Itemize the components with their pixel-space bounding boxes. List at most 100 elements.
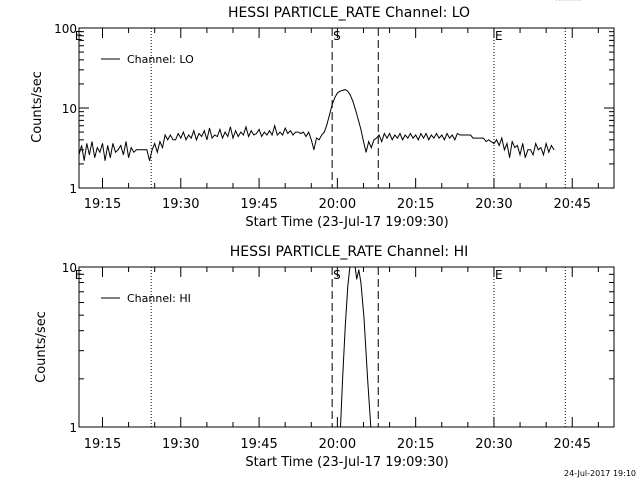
data-point bbox=[407, 137, 409, 139]
data-point bbox=[109, 157, 111, 159]
data-point bbox=[323, 131, 325, 133]
data-point bbox=[475, 137, 477, 139]
data-point bbox=[331, 104, 333, 106]
data-point bbox=[143, 149, 145, 151]
data-point bbox=[326, 124, 328, 125]
event-marker-label: S bbox=[333, 29, 341, 43]
data-point bbox=[193, 130, 195, 132]
data-point bbox=[354, 266, 356, 268]
data-point bbox=[350, 94, 351, 96]
data-point bbox=[164, 134, 166, 136]
data-point bbox=[263, 131, 265, 133]
data-point bbox=[480, 137, 482, 139]
data-point bbox=[104, 160, 106, 162]
data-point bbox=[367, 378, 368, 380]
data-point bbox=[352, 101, 354, 103]
data-point bbox=[530, 149, 531, 151]
x-tick-label: 20:30 bbox=[475, 437, 512, 452]
data-point bbox=[344, 326, 346, 328]
data-point bbox=[337, 92, 338, 94]
data-point bbox=[376, 137, 377, 139]
data-point bbox=[501, 137, 503, 139]
x-tick-label: 20:45 bbox=[554, 197, 591, 212]
data-point bbox=[232, 137, 234, 139]
data-point bbox=[130, 147, 132, 149]
data-point bbox=[527, 149, 529, 151]
data-point bbox=[318, 139, 320, 141]
plot-frame bbox=[78, 27, 615, 189]
data-point bbox=[102, 143, 103, 144]
data-point bbox=[297, 131, 299, 133]
x-tick-label: 19:45 bbox=[240, 437, 277, 452]
x-tick-label: 20:00 bbox=[319, 437, 356, 452]
data-point bbox=[363, 317, 365, 319]
data-point bbox=[279, 131, 281, 133]
data-point bbox=[551, 145, 552, 146]
data-point bbox=[363, 141, 364, 143]
data-point bbox=[224, 131, 226, 133]
data-point bbox=[441, 134, 443, 136]
data-point bbox=[428, 139, 430, 141]
data-point bbox=[321, 134, 323, 136]
data-point bbox=[305, 136, 307, 137]
data-point bbox=[402, 139, 403, 141]
data-point bbox=[316, 137, 317, 139]
data-point bbox=[368, 141, 370, 143]
data-point bbox=[444, 139, 445, 141]
data-point bbox=[355, 109, 356, 111]
event-marker-label: S bbox=[333, 268, 341, 282]
data-point bbox=[276, 134, 278, 136]
x-tick-label: 19:15 bbox=[84, 437, 121, 452]
data-point bbox=[156, 151, 158, 153]
data-point bbox=[543, 154, 544, 156]
data-point bbox=[334, 97, 336, 98]
data-point bbox=[282, 134, 283, 136]
data-point bbox=[295, 131, 296, 133]
data-point bbox=[292, 134, 294, 136]
lo-channel-plot: HESSI PARTICLE_RATE Channel: LO Start Ti… bbox=[30, 0, 615, 230]
data-point bbox=[81, 145, 82, 146]
data-point bbox=[219, 129, 221, 130]
data-point bbox=[185, 139, 187, 141]
data-point bbox=[451, 134, 453, 136]
data-point bbox=[365, 151, 367, 153]
data-point bbox=[352, 266, 353, 268]
data-point bbox=[151, 149, 153, 151]
data-point bbox=[175, 139, 177, 141]
data-point bbox=[253, 134, 255, 136]
data-point bbox=[404, 134, 406, 136]
data-point bbox=[356, 278, 358, 280]
data-point bbox=[423, 137, 424, 139]
data-point bbox=[462, 134, 463, 136]
data-point bbox=[425, 133, 427, 134]
event-marker-label: E bbox=[75, 268, 83, 282]
event-marker-label: E bbox=[495, 268, 503, 282]
data-point bbox=[261, 136, 263, 137]
y-tick-label: 10 bbox=[62, 102, 77, 116]
data-point bbox=[198, 133, 200, 134]
data-point bbox=[472, 137, 474, 139]
data-point bbox=[436, 133, 437, 134]
data-point bbox=[433, 137, 435, 139]
data-point bbox=[545, 143, 547, 144]
y-tick-label: 10 bbox=[62, 261, 77, 275]
data-point bbox=[386, 137, 388, 139]
data-point bbox=[216, 136, 218, 137]
data-point bbox=[125, 141, 127, 143]
data-point bbox=[149, 160, 150, 162]
data-point bbox=[446, 133, 448, 134]
data-point bbox=[410, 133, 411, 134]
data-point bbox=[258, 129, 260, 130]
x-tick-label: 20:45 bbox=[554, 437, 591, 452]
series-line-0 bbox=[79, 89, 555, 161]
data-point bbox=[467, 134, 469, 136]
data-point bbox=[91, 141, 93, 143]
data-point bbox=[214, 134, 216, 136]
y-tick-label: 1 bbox=[69, 182, 77, 196]
data-point bbox=[430, 134, 432, 136]
data-point bbox=[511, 141, 513, 143]
event-marker-label: E bbox=[75, 29, 83, 43]
timestamp: 24-Jul-2017 19:10 bbox=[564, 469, 636, 478]
data-point bbox=[183, 131, 184, 133]
data-point bbox=[490, 141, 492, 143]
